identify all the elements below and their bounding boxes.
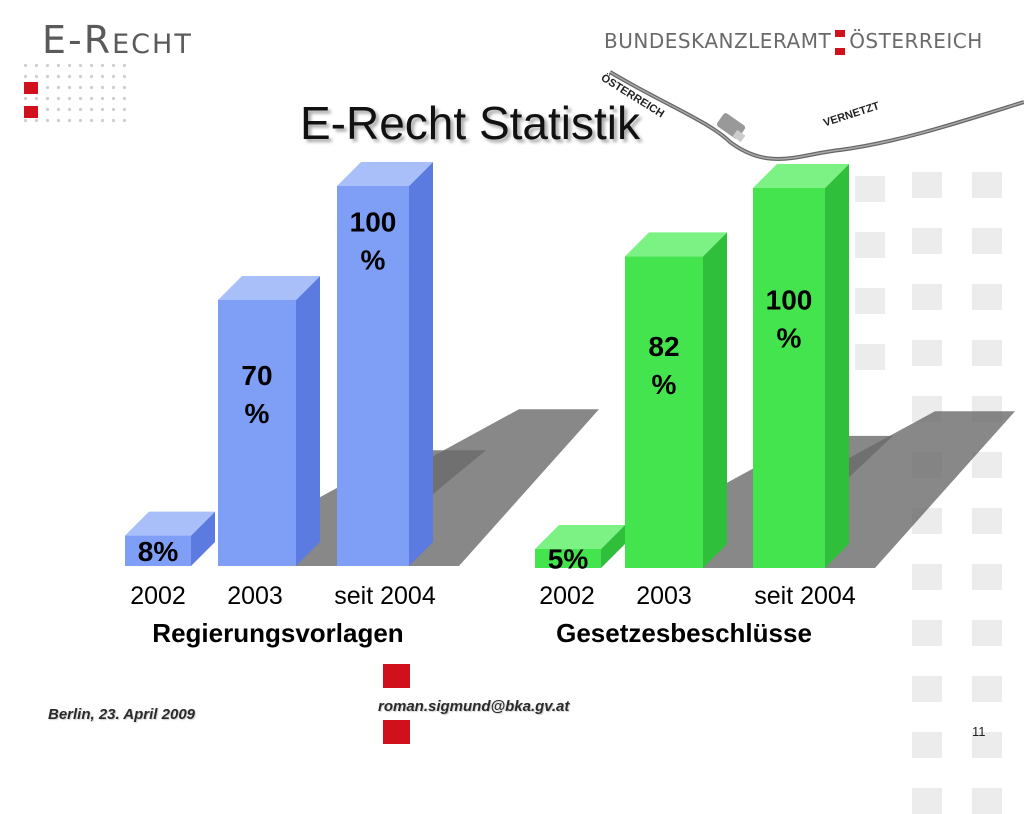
grey-square-decoration	[972, 452, 1002, 478]
bar-top	[625, 232, 727, 257]
bar-value-line: 100	[350, 207, 397, 238]
bar-value-label: 8%	[138, 536, 179, 567]
bar-shadow	[409, 409, 599, 566]
bka-logo-text-2: ÖSTERREICH	[849, 29, 983, 53]
bka-logo-text-1: BUNDESKANZLERAMT	[604, 29, 832, 53]
grey-square-decoration	[972, 284, 1002, 310]
bar-value-label: 100%	[766, 285, 813, 354]
bar-value-label: 100%	[350, 207, 397, 276]
red-square-decoration	[383, 664, 410, 688]
category-label: 2003	[227, 582, 283, 610]
bar-top	[218, 276, 320, 300]
bar-2002	[535, 549, 601, 568]
grey-square-decoration	[912, 788, 942, 814]
grey-square-decoration	[972, 228, 1002, 254]
bar-value-line: 100	[766, 285, 813, 316]
bar-value-line: %	[777, 323, 802, 354]
footer-email-link[interactable]: roman.sigmund@bka.gv.at	[378, 698, 570, 715]
bar-side	[601, 525, 625, 568]
bar-value-line: 70	[241, 360, 272, 391]
grey-square-decoration	[855, 176, 885, 202]
bar-2002	[125, 535, 191, 566]
bar-value-line: %	[361, 245, 386, 276]
chart-title: Regierungsvorlagen	[152, 618, 403, 648]
bar-side	[825, 164, 849, 568]
grey-square-decoration	[972, 676, 1002, 702]
grey-square-decoration	[972, 620, 1002, 646]
category-label: 2003	[636, 582, 692, 610]
bar-side	[191, 511, 215, 566]
chart-title: Gesetzesbeschlüsse	[556, 618, 812, 648]
grey-square-decoration	[972, 564, 1002, 590]
grey-square-decoration	[972, 340, 1002, 366]
grey-square-decoration	[855, 344, 885, 370]
bundeskanzleramt-logo: BUNDESKANZLERAMT ÖSTERREICH	[604, 28, 983, 57]
bar-top	[337, 162, 433, 186]
slide-title: E-Recht Statistik	[300, 97, 640, 149]
grey-square-decoration	[912, 732, 942, 758]
red-square-decoration	[383, 720, 410, 744]
bar-2003	[218, 300, 296, 566]
grey-square-decoration	[972, 788, 1002, 814]
bar-side	[296, 276, 320, 566]
red-square-decoration	[24, 106, 38, 118]
grey-square-decoration	[912, 340, 942, 366]
grey-square-decoration	[912, 564, 942, 590]
bar-value-label: 70%	[241, 360, 272, 429]
red-square-decoration	[24, 82, 38, 94]
bar-value-label: 82%	[648, 331, 679, 400]
category-label: 2002	[539, 582, 595, 610]
category-label: seit 2004	[334, 582, 436, 610]
grey-square-decoration	[912, 284, 942, 310]
bar-2003	[625, 256, 703, 568]
austrian-flag-icon	[835, 28, 846, 57]
e-recht-logo: E-Recht	[42, 18, 193, 62]
bar-seit-2004	[753, 188, 825, 568]
category-label: 2002	[130, 582, 186, 610]
bar-value-line: 82	[648, 331, 679, 362]
bar-value-line: 8%	[138, 536, 179, 567]
page-number: 11	[972, 724, 986, 739]
chart-group-1: 8% 2002 70 % 2003 100 % seit 2004 Regierungsvorl…	[125, 162, 599, 648]
bar-value-line: 5%	[548, 544, 589, 575]
bar-seit-2004	[337, 186, 409, 566]
decorative-dot-grid	[20, 60, 130, 124]
grey-square-decoration	[855, 232, 885, 258]
network-cable-illustration	[608, 70, 1024, 161]
bar-value-line: %	[652, 369, 677, 400]
grey-square-decoration	[912, 172, 942, 198]
bar-charts: 8% 2002 70 % 2003 100 % seit 2004 Regierungsvorl…	[125, 162, 1015, 648]
bar-value-label: 5%	[548, 544, 589, 575]
grey-square-decoration	[855, 288, 885, 314]
grey-square-decoration	[972, 172, 1002, 198]
bar-value-line: %	[245, 398, 270, 429]
chart-group-2: 5% 2002 82 % 2003 100 % seit 2004 Gesetzesbeschl…	[535, 164, 1015, 648]
grey-square-decoration	[972, 732, 1002, 758]
bar-side	[703, 232, 727, 568]
grey-square-decoration	[972, 508, 1002, 534]
grey-square-decoration	[912, 228, 942, 254]
bar-top	[535, 525, 625, 549]
bar-top	[125, 511, 215, 536]
bar-side	[409, 162, 433, 566]
grey-square-decoration	[912, 620, 942, 646]
grey-square-decoration	[912, 676, 942, 702]
bar-top	[753, 164, 849, 188]
category-label: seit 2004	[754, 582, 856, 610]
footer-location-date: Berlin, 23. April 2009	[48, 706, 196, 723]
bar-shadow	[825, 411, 1015, 568]
